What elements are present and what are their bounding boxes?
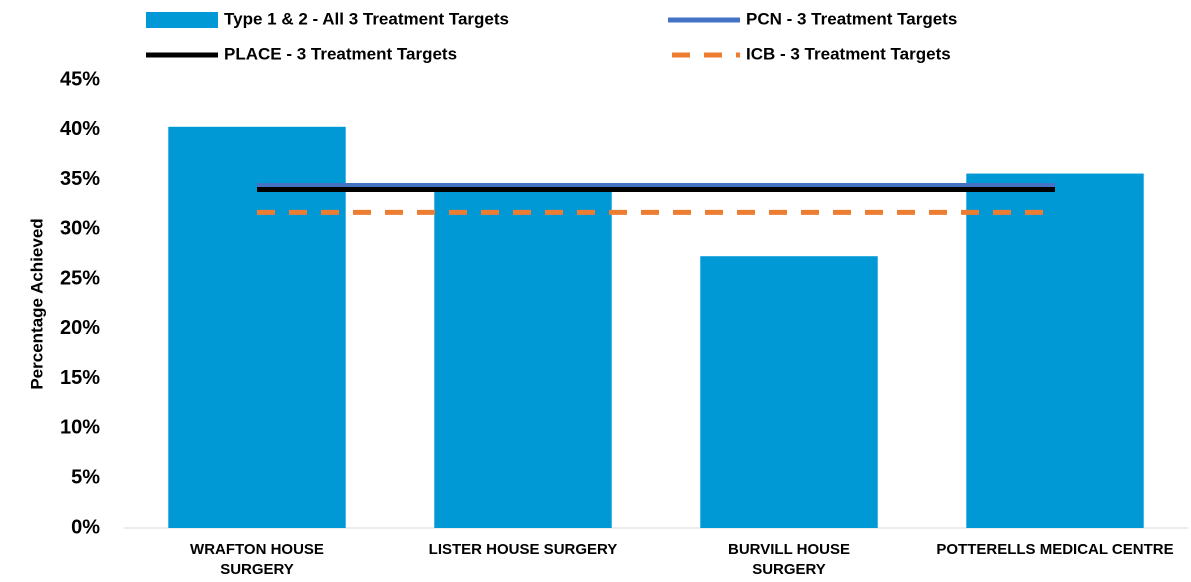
legend-swatch (146, 12, 218, 28)
bar (434, 184, 612, 529)
y-tick-label: 0% (71, 516, 100, 538)
y-tick-label: 35% (60, 168, 100, 190)
y-tick-label: 25% (60, 267, 100, 289)
legend-label: PLACE - 3 Treatment Targets (224, 44, 457, 63)
x-tick-label: BURVILL HOUSE SURGERY (728, 541, 850, 578)
y-axis-label: Percentage Achieved (27, 218, 46, 389)
legend-label: Type 1 & 2 - All 3 Treatment Targets (224, 9, 509, 28)
x-tick-label: POTTERELLS MEDICAL CENTRE (936, 541, 1174, 558)
x-tick-label: WRAFTON HOUSE SURGERY (190, 541, 324, 578)
y-tick-label: 20% (60, 317, 100, 339)
y-tick-label: 40% (60, 118, 100, 140)
y-tick-label: 15% (60, 367, 100, 389)
y-tick-label: 5% (71, 467, 100, 489)
y-tick-label: 10% (60, 417, 100, 439)
bar (966, 173, 1144, 529)
bar (168, 126, 346, 529)
y-tick-label: 45% (60, 68, 100, 90)
legend-label: PCN - 3 Treatment Targets (746, 9, 957, 28)
bar (700, 256, 878, 528)
y-tick-label: 30% (60, 218, 100, 240)
legend-label: ICB - 3 Treatment Targets (746, 44, 951, 63)
x-tick-label: LISTER HOUSE SURGERY (428, 541, 618, 558)
